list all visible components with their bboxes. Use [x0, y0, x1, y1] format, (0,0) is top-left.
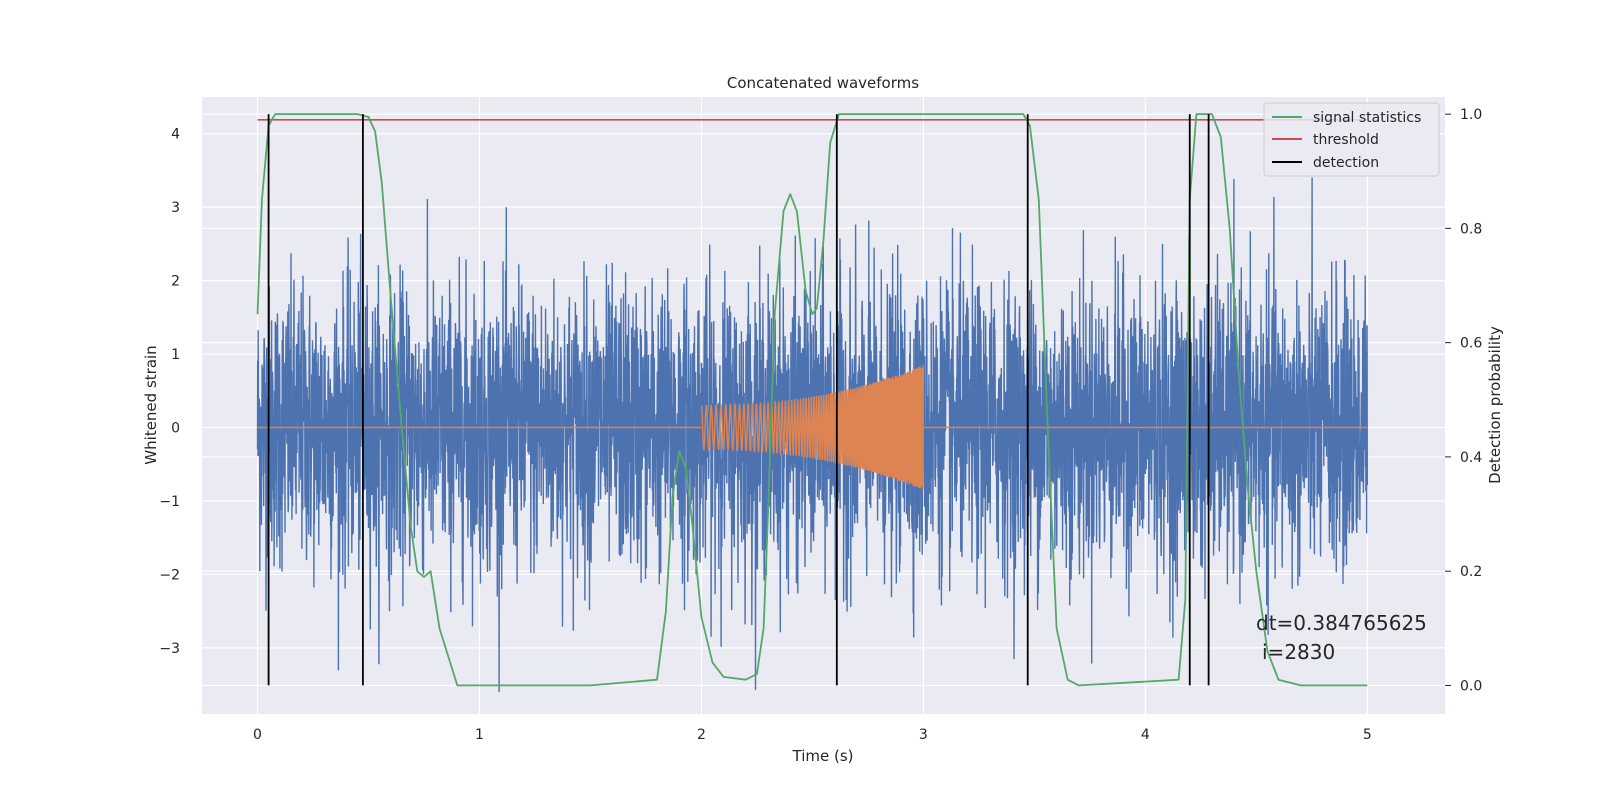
y-right-axis-label: Detection probability — [1486, 326, 1504, 484]
y-tick-label: 2 — [171, 274, 180, 290]
legend-box — [1263, 102, 1440, 177]
x-tick-label: 2 — [697, 727, 706, 743]
annotation-i: i=2830 — [1262, 640, 1335, 664]
y-tick-label: 3 — [171, 200, 180, 216]
x-tick-label: 5 — [1363, 727, 1372, 743]
axes: 0 1 2 3 4 5 −3 −2 −1 0 1 2 3 4 0.0 0.2 0.4 0.6 0.8 1.0 — [159, 107, 1482, 743]
chart-title: Concatenated waveforms — [727, 74, 919, 92]
y-right-tick-label: 0.6 — [1460, 336, 1482, 352]
x-axis-label: Time (s) — [792, 747, 854, 765]
y-right-tick-label: 0.8 — [1460, 221, 1482, 237]
y-axis-label: Whitened strain — [142, 345, 160, 464]
legend-label-threshold: threshold — [1313, 132, 1379, 148]
y-tick-label: 1 — [171, 347, 180, 363]
x-tick-label: 3 — [919, 727, 928, 743]
legend-label-detection: detection — [1313, 155, 1379, 171]
plot-series — [256, 113, 1368, 693]
y-right-tick-label: 0.4 — [1460, 450, 1482, 466]
y-right-tick-label: 0.2 — [1460, 564, 1482, 580]
y-tick-label: −1 — [159, 494, 180, 510]
series-injected-chirp — [700, 365, 925, 490]
y-tick-label: −3 — [159, 641, 180, 657]
y-right-tick-label: 1.0 — [1460, 107, 1482, 123]
y-right-tick-label: 0.0 — [1460, 678, 1482, 694]
series-signal-statistics — [256, 113, 1368, 687]
legend: signal statistics threshold detection — [1263, 102, 1440, 177]
y-tick-label: 0 — [171, 421, 180, 437]
y-tick-label: −2 — [159, 567, 180, 583]
x-tick-label: 0 — [253, 727, 262, 743]
x-tick-label: 4 — [1141, 727, 1150, 743]
series-whitened-strain — [256, 177, 1368, 693]
y-tick-label: 4 — [171, 127, 180, 143]
x-tick-label: 1 — [475, 727, 484, 743]
annotation-dt: dt=0.384765625 — [1256, 611, 1427, 635]
legend-label-signal-statistics: signal statistics — [1313, 110, 1421, 126]
